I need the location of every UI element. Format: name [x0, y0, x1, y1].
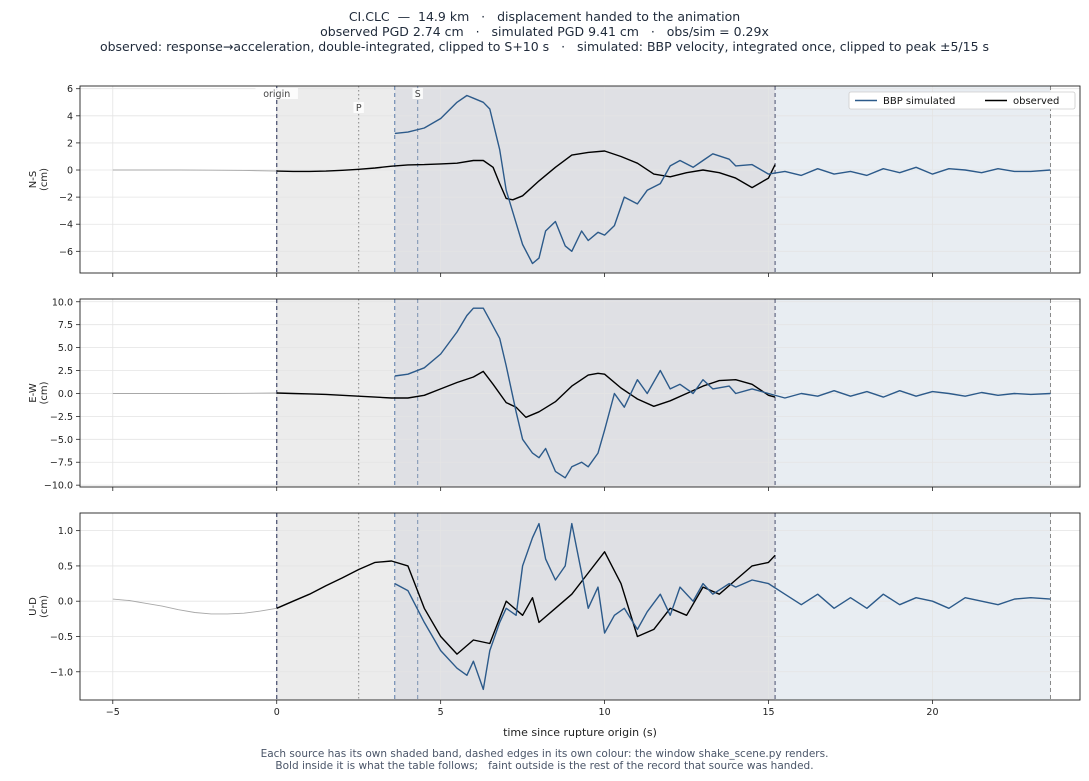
- legend-label-simulated: BBP simulated: [883, 96, 955, 107]
- y-tick-label: −4: [59, 220, 73, 231]
- observed-window-band: [276, 513, 395, 700]
- y-axis-label-line: (cm): [39, 168, 50, 191]
- y-axis-label-line: U-D: [28, 597, 39, 616]
- y-axis-label: U-D(cm): [28, 595, 50, 618]
- panel-1: origin P S −6 −4 −2 0 2 4 6 N-S(cm) BBP simulated ob…: [28, 84, 1081, 277]
- y-axis-label-line: N-S: [28, 171, 39, 188]
- panel-frame: [79, 85, 1081, 274]
- y-tick-label: −7.5: [50, 458, 73, 469]
- overlap-window-band: [394, 86, 776, 273]
- footer-caption-line-1: Each source has its own shaded band, das…: [260, 748, 829, 760]
- observed-line: [276, 551, 776, 655]
- observed-window-band: [276, 86, 395, 273]
- y-tick-label: −0.5: [50, 632, 73, 643]
- x-tick-label: 0: [274, 707, 280, 718]
- overlap-window-band: [394, 299, 776, 487]
- x-tick-label: 15: [762, 707, 774, 718]
- y-tick-label: 0.5: [58, 561, 73, 572]
- panel-frame: [79, 512, 1081, 701]
- x-tick-label: 5: [438, 707, 444, 718]
- marker-label-origin: origin: [263, 89, 290, 100]
- y-tick-label: −5.0: [50, 435, 73, 446]
- legend-box: [848, 91, 1076, 110]
- y-tick-label: 2.5: [58, 366, 73, 377]
- y-tick-label: −2.5: [50, 412, 73, 423]
- observed-faint-line: [112, 392, 277, 394]
- y-axis-label: N-S(cm): [28, 168, 50, 191]
- y-tick-label: 10.0: [52, 297, 73, 308]
- simulated-window-band: [775, 513, 1051, 700]
- y-tick-label: 0.0: [58, 597, 73, 608]
- chart-title-line-1: CI.CLC — 14.9 km · displacement handed t…: [348, 9, 741, 24]
- x-tick-label: 10: [599, 707, 611, 718]
- y-axis-label-line: (cm): [39, 595, 50, 618]
- simulated-line: [394, 94, 1051, 265]
- observed-line: [276, 150, 776, 201]
- observed-line: [276, 370, 776, 418]
- y-tick-label: 7.5: [58, 320, 73, 331]
- y-axis-label-line: E-W: [28, 383, 39, 403]
- simulated-line: [394, 522, 1051, 691]
- y-tick-label: 2: [67, 138, 73, 149]
- chart-title-line-2: observed PGD 2.74 cm · simulated PGD 9.4…: [320, 24, 769, 39]
- y-tick-label: 5.0: [58, 343, 73, 354]
- y-axis-label: E-W(cm): [28, 381, 50, 404]
- y-tick-label: 4: [67, 111, 73, 122]
- marker-label-bg: [353, 102, 364, 113]
- panel-frame: [79, 298, 1081, 488]
- y-tick-label: −1.0: [50, 667, 73, 678]
- chart-title-line-3: observed: response→acceleration, double-…: [99, 39, 990, 54]
- panel-3: −1.0 −0.5 0.0 0.5 1.0 U-D(cm): [28, 512, 1081, 704]
- simulated-line: [394, 307, 1051, 479]
- y-tick-label: 0.0: [58, 389, 73, 400]
- y-tick-label: 1.0: [58, 526, 73, 537]
- y-tick-label: −2: [59, 193, 73, 204]
- x-axis-label: time since rupture origin (s): [503, 726, 657, 739]
- simulated-window-band: [775, 86, 1051, 273]
- observed-faint-line: [112, 169, 277, 172]
- legend-label-observed: observed: [1013, 96, 1059, 107]
- simulated-window-band: [775, 299, 1051, 487]
- marker-label-S: S: [415, 89, 421, 100]
- y-tick-label: 6: [67, 84, 73, 95]
- marker-label-bg: [412, 88, 423, 99]
- y-tick-label: −10.0: [44, 481, 73, 492]
- y-tick-label: −6: [59, 247, 73, 258]
- y-axis-label-line: (cm): [39, 381, 50, 404]
- observed-faint-line: [112, 598, 277, 615]
- x-tick-label: −5: [106, 707, 120, 718]
- x-tick-label: 20: [926, 707, 938, 718]
- marker-label-P: P: [356, 103, 362, 114]
- marker-label-bg: [255, 88, 298, 99]
- footer-caption-line-2: Bold inside it is what the table follows…: [275, 760, 814, 772]
- y-tick-label: 0: [67, 166, 73, 177]
- panel-2: −10.0 −7.5 −5.0 −2.5 0.0 2.5 5.0 7.5 10.0 E-W(cm): [28, 297, 1081, 492]
